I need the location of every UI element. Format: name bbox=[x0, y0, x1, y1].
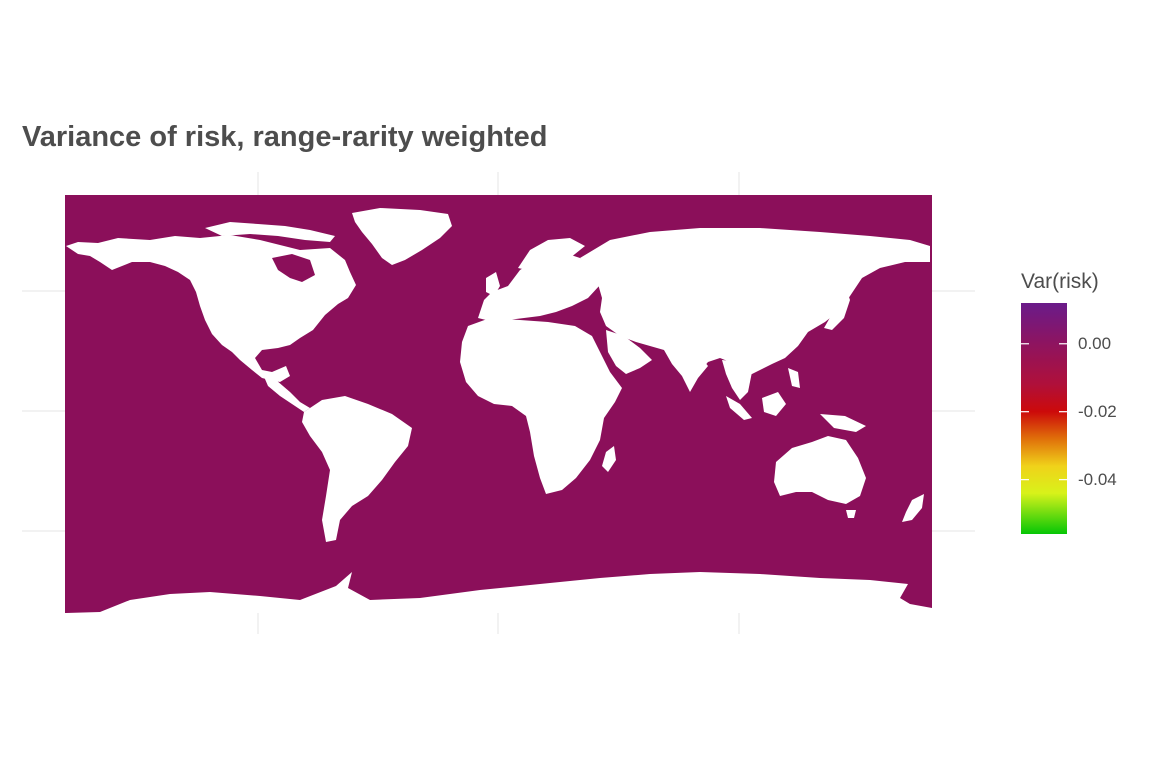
sumatra bbox=[726, 396, 752, 420]
legend-tick-label: -0.04 bbox=[1078, 469, 1117, 489]
borneo bbox=[762, 392, 786, 416]
central-america bbox=[262, 372, 310, 412]
australia bbox=[774, 436, 866, 504]
madagascar bbox=[602, 446, 616, 472]
new-zealand bbox=[902, 494, 924, 522]
philippines bbox=[788, 368, 800, 388]
legend-ticks bbox=[1021, 343, 1067, 481]
africa bbox=[460, 318, 622, 494]
legend-colorbar bbox=[1021, 303, 1067, 534]
arctic-islands bbox=[205, 222, 335, 242]
legend-tick-label: 0.00 bbox=[1078, 333, 1112, 353]
asia bbox=[580, 228, 930, 388]
tasmania bbox=[846, 510, 856, 518]
arabian-peninsula bbox=[606, 330, 652, 374]
legend-tick-label: -0.02 bbox=[1078, 401, 1117, 421]
legend-title: Var(risk) bbox=[1021, 270, 1099, 293]
new-guinea bbox=[820, 414, 866, 432]
antarctica bbox=[66, 572, 932, 613]
india bbox=[664, 348, 708, 392]
europe bbox=[478, 252, 600, 322]
hudson-bay bbox=[272, 254, 315, 282]
scandinavia bbox=[518, 238, 585, 272]
south-america bbox=[302, 396, 412, 542]
chart-title: Variance of risk, range-rarity weighted bbox=[22, 121, 548, 153]
japan bbox=[824, 288, 850, 330]
greenland bbox=[352, 208, 452, 265]
indochina bbox=[722, 360, 752, 400]
land-masses bbox=[66, 208, 932, 613]
great-britain bbox=[486, 272, 500, 296]
